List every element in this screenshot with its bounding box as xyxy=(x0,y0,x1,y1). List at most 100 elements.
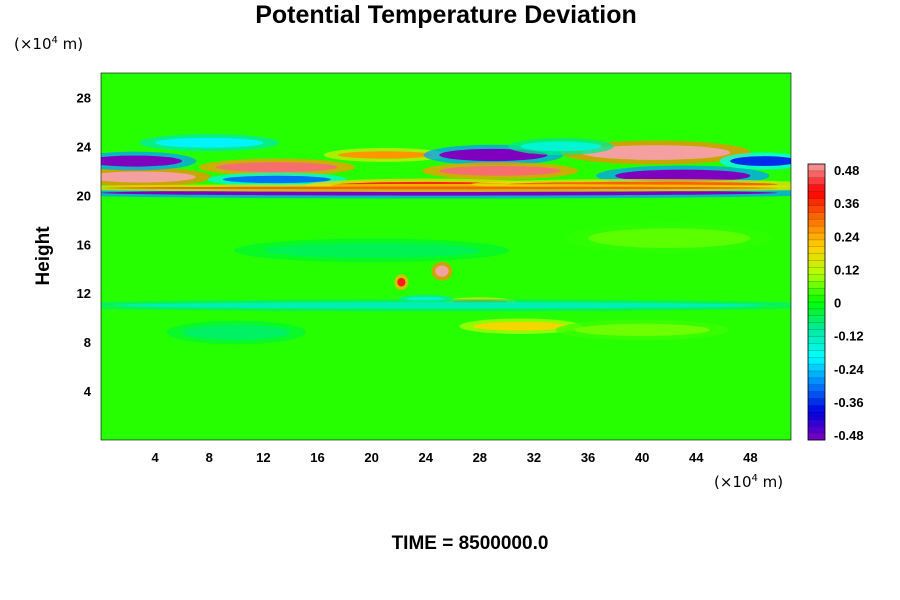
colorbar-swatch xyxy=(808,267,825,275)
heatmap-cell xyxy=(581,145,731,160)
heatmap-cell xyxy=(615,169,751,182)
colorbar-swatch xyxy=(808,308,825,317)
colorbar-swatch xyxy=(808,288,825,296)
plot-area xyxy=(100,72,792,441)
colorbar xyxy=(807,163,826,441)
y-unit-exponent: 4 xyxy=(52,35,58,46)
y-axis-label: Height xyxy=(33,226,54,286)
colorbar-swatch xyxy=(808,164,825,172)
colorbar-swatch xyxy=(808,433,825,441)
colorbar-swatch xyxy=(808,246,825,254)
colorbar-ticks: 0.48 0.36 0.24 0.12 0 -0.12 -0.24 -0.36 -0.48 xyxy=(834,163,864,443)
heatmap-field xyxy=(101,73,791,440)
colorbar-tick-label: 0.24 xyxy=(834,229,860,244)
colorbar-swatch xyxy=(808,377,825,386)
x-tick-label: 8 xyxy=(206,450,213,465)
x-unit-suffix: m) xyxy=(758,473,783,491)
colorbar-swatch xyxy=(808,371,825,379)
colorbar-swatch xyxy=(808,205,825,213)
y-tick-label: 24 xyxy=(77,139,92,154)
colorbar-swatch xyxy=(808,350,825,358)
colorbar-swatch xyxy=(808,302,825,310)
colorbar-tick-label: 0.36 xyxy=(834,196,859,211)
heatmap-cell xyxy=(101,171,196,183)
heatmap-cell xyxy=(101,186,778,190)
y-axis-ticks: 4 8 12 16 20 24 28 xyxy=(77,90,92,399)
colorbar-frame xyxy=(807,163,826,441)
plot-frame xyxy=(100,72,792,441)
colorbar-swatch xyxy=(808,177,825,185)
colorbar-swatch xyxy=(808,357,825,365)
colorbar-swatch xyxy=(808,198,825,206)
colorbar-swatch xyxy=(808,226,825,234)
colorbar-swatch xyxy=(808,253,825,261)
heatmap-cell xyxy=(101,155,183,167)
colorbar-swatch xyxy=(808,295,825,303)
time-label: TIME = 8500000.0 xyxy=(392,533,549,554)
heatmap-cell xyxy=(473,321,568,331)
y-unit-prefix: (×10 xyxy=(14,35,52,53)
heatmap-cell xyxy=(182,325,291,340)
y-unit-label: (×104 m) xyxy=(14,35,83,53)
colorbar-swatch xyxy=(808,412,825,420)
heatmap-cell xyxy=(114,302,764,309)
x-tick-label: 24 xyxy=(418,450,433,465)
colorbar-tick-label: -0.36 xyxy=(834,395,864,410)
colorbar-swatch xyxy=(808,260,825,268)
colorbar-swatch xyxy=(808,398,825,406)
heatmap-cell xyxy=(263,243,480,258)
colorbar-swatch xyxy=(808,405,825,413)
colorbar-swatch xyxy=(808,391,825,399)
colorbar-swatch xyxy=(808,233,825,241)
y-tick-label: 12 xyxy=(77,286,91,301)
colorbar-swatch xyxy=(808,212,825,220)
heatmap-cell xyxy=(574,323,710,337)
colorbar-swatch xyxy=(808,384,825,392)
x-unit-prefix: (×10 xyxy=(714,473,752,491)
x-tick-label: 12 xyxy=(256,450,270,465)
x-unit-exponent: 4 xyxy=(752,473,758,484)
colorbar-tick-label: 0 xyxy=(834,296,841,311)
colorbar-tick-label: -0.12 xyxy=(834,329,864,344)
colorbar-swatch xyxy=(808,274,825,282)
colorbar-swatch xyxy=(808,329,825,337)
x-tick-label: 48 xyxy=(743,450,757,465)
heatmap-cell xyxy=(730,156,791,166)
colorbar-tick-label: 0.48 xyxy=(834,163,859,178)
x-tick-label: 40 xyxy=(635,450,649,465)
y-tick-label: 20 xyxy=(77,188,91,203)
heatmap-cell xyxy=(439,148,548,162)
heatmap-cell xyxy=(216,162,338,173)
y-tick-label: 8 xyxy=(84,335,91,350)
x-tick-label: 28 xyxy=(473,450,487,465)
y-tick-label: 4 xyxy=(84,384,92,399)
colorbar-swatch xyxy=(808,322,825,330)
x-tick-label: 4 xyxy=(152,450,160,465)
heatmap-cell xyxy=(520,141,602,152)
x-tick-label: 20 xyxy=(364,450,378,465)
colorbar-swatch xyxy=(808,426,825,434)
heatmap-cell xyxy=(588,228,751,248)
x-tick-label: 32 xyxy=(527,450,541,465)
heatmap-cell xyxy=(439,165,561,176)
colorbar-swatch xyxy=(808,219,825,227)
colorbar-swatch xyxy=(808,239,825,248)
colorbar-swatch xyxy=(808,281,825,289)
heatmap-cell xyxy=(397,277,406,287)
colorbar-swatch xyxy=(808,343,825,351)
colorbar-tick-label: -0.24 xyxy=(834,362,864,377)
heatmap-cell xyxy=(337,151,433,159)
y-unit-suffix: m) xyxy=(58,35,83,53)
x-unit-label: (×104 m) xyxy=(714,473,783,491)
heatmap-cell xyxy=(222,175,331,184)
colorbar-tick-label: -0.48 xyxy=(834,428,864,443)
colorbar-swatch xyxy=(808,191,825,199)
colorbar-swatch xyxy=(808,336,825,344)
y-tick-label: 16 xyxy=(77,237,91,252)
colorbar-tick-label: 0.12 xyxy=(834,262,859,277)
colorbar-swatch xyxy=(808,184,825,192)
x-tick-label: 44 xyxy=(689,450,704,465)
x-axis-ticks: 4 8 12 16 20 24 28 32 36 40 44 48 xyxy=(152,450,758,465)
colorbar-swatch xyxy=(808,170,825,179)
